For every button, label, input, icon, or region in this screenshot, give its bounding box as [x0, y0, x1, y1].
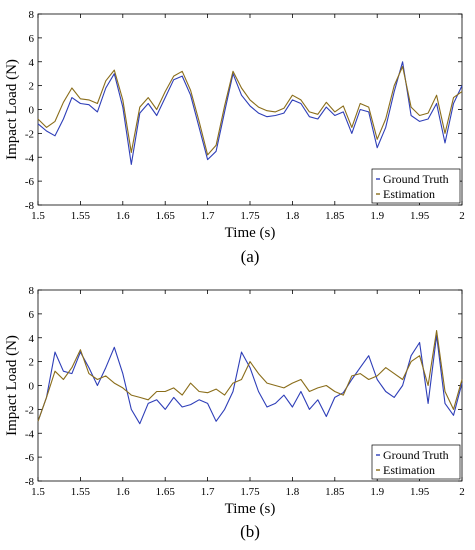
y-tick-label: 8: [29, 285, 35, 297]
y-tick-label: -4: [25, 428, 35, 440]
y-tick-label: -6: [25, 176, 35, 188]
x-tick-label: 1.85: [325, 486, 345, 498]
x-tick-label: 1.6: [116, 486, 130, 498]
panel-label: (a): [241, 247, 260, 266]
x-tick-label: 1.95: [410, 486, 430, 498]
x-tick-label: 1.6: [116, 210, 130, 222]
series-line-estimation: [37, 65, 463, 156]
legend-label: Ground Truth: [383, 172, 449, 186]
y-axis-label: Impact Load (N): [4, 335, 20, 436]
y-tick-label: 8: [29, 9, 35, 21]
legend-label: Ground Truth: [383, 448, 449, 462]
x-tick-label: 1.55: [71, 486, 91, 498]
x-tick-label: 1.65: [156, 486, 176, 498]
x-axis-label: Time (s): [225, 501, 276, 517]
y-tick-label: -2: [25, 128, 34, 140]
x-tick-label: 1.8: [286, 486, 300, 498]
chart-panel-b: -8 -6 -4 -2 0 2 4 6 8 1.5 1.55 1.6 1.65 1.7 1.75 1.8 1.8…: [4, 285, 465, 541]
x-tick-label: 1.75: [240, 486, 260, 498]
y-tick-label: 2: [29, 357, 35, 369]
series-line-estimation: [37, 330, 463, 422]
x-tick-label: 1.95: [410, 210, 430, 222]
x-axis-label: Time (s): [225, 225, 276, 241]
x-tick-label: 2: [459, 486, 465, 498]
series-line-ground-truth: [37, 334, 463, 425]
y-tick-label: 6: [29, 33, 35, 45]
x-tick-label: 1.85: [325, 210, 345, 222]
x-tick-label: 1.7: [201, 486, 215, 498]
y-tick-label: -4: [25, 152, 35, 164]
series-line-ground-truth: [37, 61, 463, 165]
x-tick-label: 2: [459, 210, 465, 222]
legend-label: Estimation: [383, 187, 435, 201]
x-tick-label: 1.75: [240, 210, 260, 222]
y-tick-label: 4: [29, 57, 35, 69]
y-axis-label: Impact Load (N): [4, 59, 20, 160]
y-tick-label: -8: [25, 476, 35, 488]
x-tick-label: 1.9: [370, 210, 384, 222]
y-tick-label: 0: [29, 381, 35, 393]
x-tick-label: 1.65: [156, 210, 176, 222]
x-tick-label: 1.8: [286, 210, 300, 222]
x-tick-label: 1.7: [201, 210, 215, 222]
y-tick-label: 0: [29, 105, 35, 117]
x-tick-label: 1.5: [31, 486, 45, 498]
legend-box: [371, 168, 461, 204]
chart-panel-a: -8 -6 -4 -2 0 2 4 6 8 1.5 1.55 1.6 1.65 1.7 1.75 1.8 1.8…: [4, 9, 465, 266]
legend-label: Estimation: [383, 463, 435, 477]
y-tick-label: -8: [25, 200, 35, 212]
y-tick-label: 2: [29, 81, 35, 93]
legend-box: [371, 444, 461, 480]
x-tick-label: 1.5: [31, 210, 45, 222]
y-tick-label: 4: [29, 333, 35, 345]
x-tick-label: 1.55: [71, 210, 91, 222]
y-tick-label: -2: [25, 404, 34, 416]
y-tick-label: 6: [29, 309, 35, 321]
panel-label: (b): [240, 522, 260, 541]
x-tick-label: 1.9: [370, 486, 384, 498]
y-tick-label: -6: [25, 452, 35, 464]
